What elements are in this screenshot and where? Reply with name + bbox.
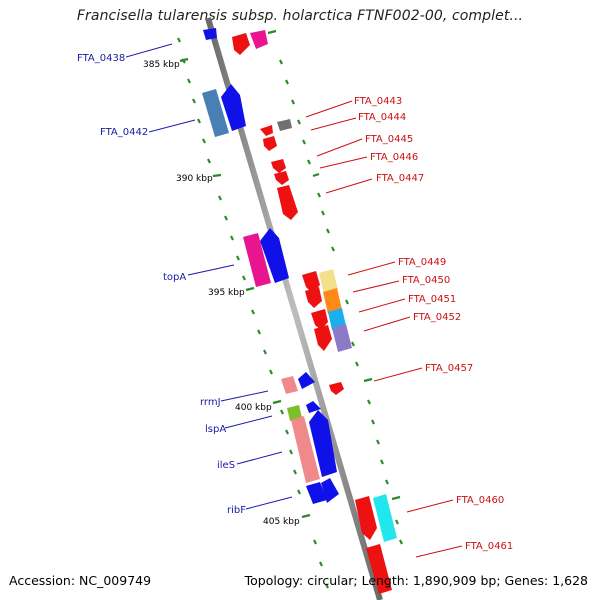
gene-fta-0447-a[interactable] (274, 171, 289, 185)
label-ribf[interactable]: ribF (227, 505, 246, 516)
label-fta-0445[interactable]: FTA_0445 (365, 134, 413, 145)
fta-0442-box[interactable] (202, 89, 229, 137)
label-fta-0443[interactable]: FTA_0443 (354, 96, 402, 107)
gene-lspa-arrow[interactable] (306, 401, 321, 413)
label-fta-0451[interactable]: FTA_0451 (408, 294, 456, 305)
label-fta-0460[interactable]: FTA_0460 (456, 495, 504, 506)
gene-fta-0460[interactable] (355, 496, 377, 540)
fta-0450-box[interactable] (323, 288, 342, 314)
label-fta-0442[interactable]: FTA_0442 (100, 127, 148, 138)
label-rrmj[interactable]: rrmJ (200, 397, 221, 408)
gene-iles-arrow[interactable] (309, 410, 337, 477)
gene-ribf-arrow[interactable] (306, 482, 327, 504)
gene-topa-arrow[interactable] (260, 228, 289, 283)
feature-boxes-right (319, 269, 397, 542)
gene-rrmj-arrow[interactable] (298, 372, 315, 389)
label-fta-0452[interactable]: FTA_0452 (413, 312, 461, 323)
rrmj-box[interactable] (281, 376, 298, 394)
label-fta-0449[interactable]: FTA_0449 (398, 257, 446, 268)
label-fta-0446[interactable]: FTA_0446 (370, 152, 418, 163)
scale-ticks-left (177, 37, 329, 589)
fta-0449-box[interactable] (319, 269, 338, 294)
gene-fta-0461[interactable] (366, 544, 392, 594)
gene-fta-0440[interactable] (250, 30, 268, 49)
fta-0460-box[interactable] (373, 494, 397, 542)
kbp-label-390: 390 kbp (176, 174, 213, 184)
kbp-label-405: 405 kbp (263, 517, 300, 527)
gene-fta-0442-arrow[interactable] (221, 84, 246, 131)
gene-ribf-arrow-2[interactable] (321, 478, 339, 503)
feature-boxes-left (202, 89, 320, 483)
kbp-label-385: 385 kbp (143, 60, 180, 70)
gene-fta-0443[interactable] (260, 125, 273, 136)
scale-ticks-right (267, 29, 403, 545)
label-fta-0438[interactable]: FTA_0438 (77, 53, 125, 64)
gene-fta-0444[interactable] (277, 119, 292, 131)
reverse-genes (232, 30, 392, 594)
topa-box[interactable] (243, 233, 271, 287)
iles-box[interactable] (291, 416, 320, 483)
label-fta-0444[interactable]: FTA_0444 (358, 112, 406, 123)
fta-0452-box[interactable] (332, 324, 352, 352)
gene-fta-0450[interactable] (305, 287, 322, 308)
left-leader-lines (125, 43, 293, 510)
gene-fta-0446[interactable] (271, 159, 286, 173)
label-topa[interactable]: topA (163, 272, 186, 283)
gene-fta-0451[interactable] (311, 309, 328, 330)
label-fta-0457[interactable]: FTA_0457 (425, 363, 473, 374)
gene-fta-0447-b[interactable] (277, 185, 298, 220)
gene-fta-0452[interactable] (314, 325, 332, 351)
accession-text: Accession: NC_009749 (9, 573, 152, 588)
label-fta-0461[interactable]: FTA_0461 (465, 541, 513, 552)
label-lspa[interactable]: lspA (205, 424, 226, 435)
lspa-box[interactable] (287, 405, 302, 421)
gene-fta-0445[interactable] (263, 136, 277, 151)
right-leader-lines (305, 100, 463, 558)
label-iles[interactable]: ileS (217, 460, 235, 471)
label-fta-0450[interactable]: FTA_0450 (402, 275, 450, 286)
genome-stats-text: Topology: circular; Length: 1,890,909 bp… (244, 573, 588, 588)
map-title: Francisella tularensis subsp. holarctica… (76, 8, 524, 24)
forward-genes (203, 28, 339, 504)
gene-fta-0439[interactable] (232, 33, 250, 55)
gene-fta-0449[interactable] (302, 271, 320, 293)
label-fta-0447[interactable]: FTA_0447 (376, 173, 424, 184)
fta-0451-box[interactable] (328, 308, 346, 330)
kbp-label-395: 395 kbp (208, 288, 245, 298)
kbp-label-400: 400 kbp (235, 403, 272, 413)
gene-fta-0457[interactable] (329, 382, 344, 395)
gene-fta-0438[interactable] (203, 28, 217, 40)
